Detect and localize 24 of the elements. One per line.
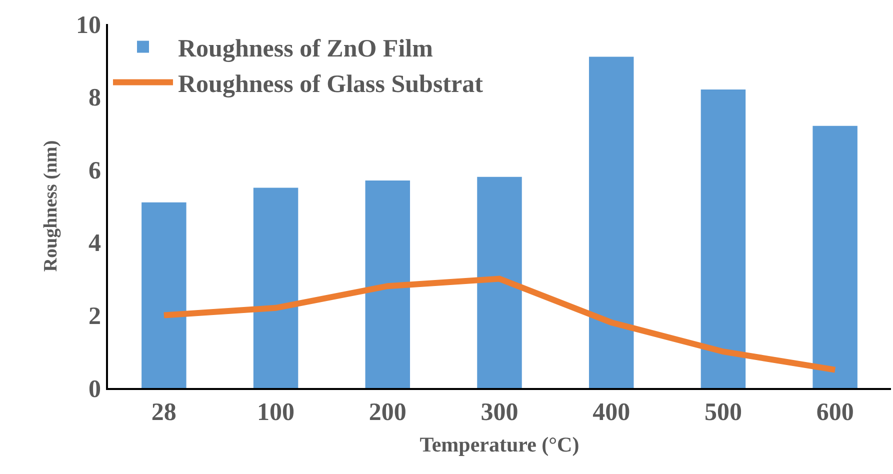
legend-label: Roughness of ZnO Film: [178, 36, 434, 62]
x-tick-label: 200: [368, 399, 406, 426]
y-tick-label: 4: [88, 230, 102, 258]
y-tick-label: 6: [88, 157, 101, 184]
bar: [812, 126, 858, 388]
y-tick-label: 0: [88, 376, 101, 403]
bar: [142, 202, 186, 388]
bar: [588, 56, 634, 388]
x-tick-label: 300: [480, 399, 518, 426]
x-tick-label: 100: [257, 399, 295, 426]
y-tick-label: 2: [88, 302, 101, 330]
x-tick-label: 500: [704, 399, 742, 426]
y-tick-label: 8: [88, 84, 101, 112]
x-tick-label: 600: [816, 399, 854, 426]
x-tick-label: 28: [151, 399, 176, 426]
bar: [365, 180, 410, 388]
x-tick-label: 400: [592, 399, 630, 426]
legend-label: Roughness of Glass Substrat: [178, 71, 484, 98]
y-axis-title: Roughness (nm): [40, 140, 62, 272]
y-tick-label: 10: [76, 12, 101, 39]
x-axis-title: Temperature (°C): [420, 432, 580, 457]
bar: [477, 176, 522, 388]
bar: [700, 90, 746, 388]
bar: [253, 188, 298, 388]
